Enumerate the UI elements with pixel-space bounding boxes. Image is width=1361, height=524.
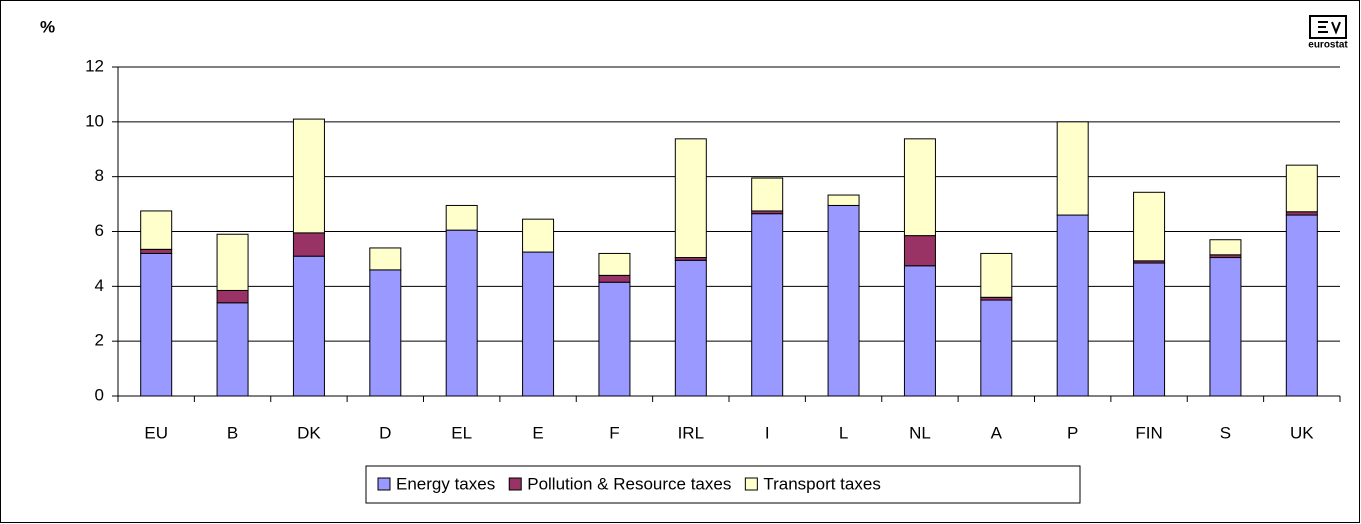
legend-label: Energy taxes [396,474,495,493]
y-tick-label: 12 [85,56,104,75]
logo: eurostat [1308,15,1348,51]
bar-segment [827,194,860,206]
bar-segment [598,274,631,283]
x-tick-label: DK [297,423,321,442]
legend-swatch [744,477,758,491]
logo-glyph [1318,21,1341,35]
bar-segment [216,289,249,304]
bar-segment [522,218,555,253]
bar-segment [903,265,936,397]
logo-text: eurostat [1308,40,1348,51]
bar-segment [598,281,631,397]
y-axis-label: % [40,17,55,36]
bar-segment [1285,164,1318,213]
bar-segment [903,138,936,237]
x-tick-label: EL [451,423,472,442]
bar-segment [1056,121,1089,216]
bar-segment [445,204,478,231]
bar-segment [980,252,1013,298]
bar-segment [140,248,173,254]
bar-segment [369,247,402,271]
bar-segment [1133,262,1166,397]
x-tick-label: P [1067,423,1078,442]
bar-segment [292,232,325,257]
x-tick-label: F [609,423,619,442]
bar-segment [140,210,173,250]
x-tick-label: I [765,423,770,442]
bar-segment [522,251,555,397]
bar-segment [598,252,631,276]
y-tick-label: 10 [85,111,104,130]
x-tick-label: EU [144,423,168,442]
bar-segment [292,255,325,397]
bar-segment [216,233,249,291]
bar-segment [140,252,173,397]
x-tick-label: S [1220,423,1231,442]
y-tick-label: 8 [95,166,104,185]
x-tick-label: B [227,423,238,442]
bar-segment [751,213,784,397]
y-tick-label: 4 [95,276,104,295]
bar-segment [980,299,1013,397]
x-tick-label: L [839,423,848,442]
bar-segment [1209,257,1242,397]
legend-label: Transport taxes [763,474,880,493]
legend-box [365,465,1081,504]
bar-segment [903,235,936,267]
legend-label: Pollution & Resource taxes [527,474,731,493]
bar-segment [1209,239,1242,256]
bar-segment [674,259,707,397]
bar-segment [1133,191,1166,262]
bar-segment [1285,214,1318,397]
y-tick-label: 0 [95,385,104,404]
x-tick-label: NL [909,423,931,442]
bar-segment [445,229,478,397]
bar-segment [369,269,402,397]
bar-segment [827,204,860,397]
y-tick-label: 6 [95,221,104,240]
bar-segment [1056,214,1089,397]
x-tick-label: D [379,423,391,442]
x-tick-label: FIN [1135,423,1162,442]
bar-segment [674,138,707,259]
legend-swatch [377,477,391,491]
x-tick-label: UK [1290,423,1314,442]
bar-segment [751,177,784,212]
x-tick-label: A [991,423,1003,442]
bar-segment [292,118,325,234]
legend-swatch [508,477,522,491]
y-tick-label: 2 [95,331,104,350]
bar-segment [216,302,249,397]
logo-mark [1309,15,1347,39]
x-tick-label: E [532,423,543,442]
x-tick-label: IRL [678,423,704,442]
